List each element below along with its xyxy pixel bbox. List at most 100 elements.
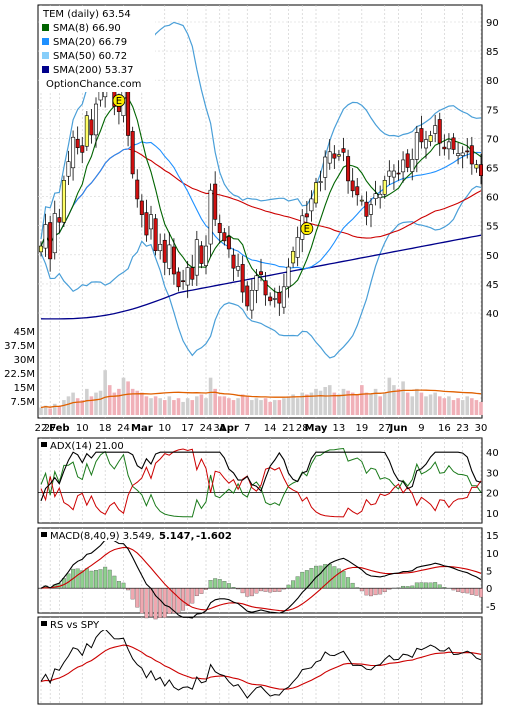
candle-body [163,240,166,262]
macd-histogram-bar [131,588,135,599]
volume-bar [465,396,469,415]
volume-bar [415,389,419,415]
candle-body [76,139,79,147]
candle-body [94,104,97,135]
volume-bar [378,396,382,415]
macd-histogram-bar [305,570,309,588]
candle-body [227,237,230,249]
volume-bar [149,398,153,415]
candle-body [154,219,157,251]
candle-body [383,180,386,194]
macd-histogram-bar [300,572,304,588]
volume-bar [158,398,162,415]
volume-bar [218,396,222,415]
volume-bar [163,400,167,415]
macd-histogram-bar [470,588,474,594]
legend-label: SMA(50) 60.72 [53,51,127,62]
x-tick-label: 24 [117,423,130,434]
macd-histogram-bar [158,588,162,618]
legend-label: SMA(8) 66.90 [53,23,121,34]
x-tick-label: 18 [99,423,112,434]
volume-bar [250,400,254,415]
candle-body [213,184,216,219]
candle-body [232,255,235,268]
price-tick-label: 75 [486,105,499,116]
volume-tick-label: 30M [14,355,35,366]
x-tick-label: Feb [49,423,69,434]
adx-tick-label: 40 [486,448,499,459]
candle-body [71,137,74,168]
macd-histogram-bar [410,586,414,588]
x-tick-label: 10 [158,423,171,434]
macd-signal-label: 5.147, [159,531,194,542]
earnings-marker-label: E [116,96,122,107]
volume-bar [278,400,282,415]
macd-histogram-bar [342,571,346,588]
candle-body [365,202,368,216]
volume-bar [232,400,236,415]
price-tick-label: 90 [486,18,499,29]
macd-histogram-bar [103,567,107,588]
volume-tick-label: 45M [14,327,35,338]
volume-bar [76,398,80,415]
candle-body [90,120,93,135]
price-tick-label: 55 [486,222,499,233]
volume-bar [401,381,405,415]
candle-body [415,133,418,160]
volume-bar [154,396,158,415]
volume-bar [209,378,213,415]
volume-bar [122,378,126,415]
macd-histogram-bar [369,588,373,596]
macd-histogram-bar [415,583,419,588]
x-tick-label: 21 [282,423,295,434]
volume-bar [200,394,204,415]
volume-bar [273,400,277,415]
candle-body [397,173,400,174]
volume-bar [360,385,364,415]
macd-histogram-bar [227,583,231,588]
volume-bar [117,389,121,415]
candle-body [287,267,290,287]
volume-bar [287,396,291,415]
candle-body [360,200,363,201]
candle-body [67,162,70,177]
candle-body [374,194,377,199]
macd-histogram-bar [401,586,405,588]
macd-histogram-bar [346,577,350,588]
candle-body [186,268,189,285]
adx-legend-swatch [41,442,47,447]
legend-swatch [42,66,49,73]
candle-body [255,276,258,291]
macd-label: MACD(8,40,9) 3.549, [50,531,155,542]
macd-histogram-bar [145,588,149,618]
volume-bar [245,396,249,415]
candle-body [241,264,244,292]
x-tick-label: Jun [389,423,408,434]
volume-bar [420,393,424,415]
macd-histogram-bar [424,583,428,589]
volume-bar [145,396,149,415]
macd-histogram-bar [479,588,483,597]
x-tick-label: 7 [244,423,250,434]
x-tick-label: Apr [219,423,239,434]
earnings-marker-label: E [304,224,310,235]
volume-bar [355,394,359,415]
candle-body [296,237,299,257]
x-tick-label: 17 [181,423,194,434]
volume-bar [282,398,286,415]
volume-bar [342,389,346,415]
candle-body [438,119,441,143]
candle-body [328,152,331,163]
volume-bar [90,396,94,415]
macd-histogram-bar [461,588,465,592]
volume-bar [392,385,396,415]
macd-histogram-bar [209,580,213,588]
volume-bar [410,396,414,415]
macd-histogram-bar [360,588,364,591]
candle-body [466,151,469,152]
candle-body [140,201,143,215]
volume-bar [195,396,199,415]
volume-bar [319,391,323,415]
macd-histogram-bar [94,570,98,588]
